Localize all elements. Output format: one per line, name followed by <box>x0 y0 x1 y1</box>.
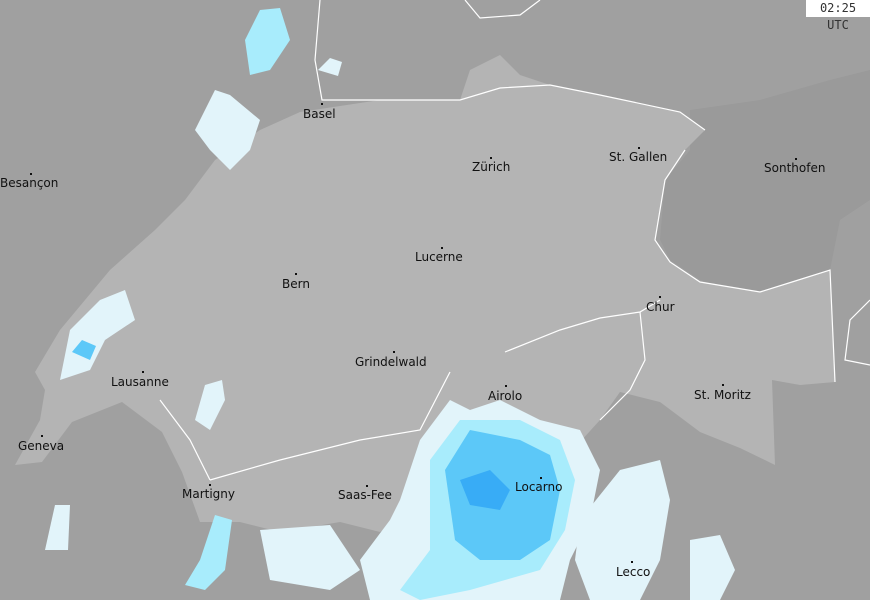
timestamp-label: 02:25 UTC <box>806 0 870 32</box>
city-basel[interactable]: Basel <box>303 103 336 121</box>
switzerland-region <box>15 55 835 540</box>
svg-text:Lucerne: Lucerne <box>415 250 463 264</box>
svg-text:Locarno: Locarno <box>515 480 562 494</box>
city-chur[interactable]: Chur <box>646 296 675 314</box>
rain-area-lausanne <box>60 290 135 380</box>
city-saas-fee[interactable]: Saas-Fee <box>338 485 392 502</box>
rain-area-southwest <box>260 525 360 590</box>
svg-text:Sonthofen: Sonthofen <box>764 161 825 175</box>
svg-text:Basel: Basel <box>303 107 336 121</box>
svg-text:St. Gallen: St. Gallen <box>609 150 667 164</box>
rain-area-black-forest <box>245 8 290 75</box>
rain-area-ticino-heavy <box>460 470 510 510</box>
rain-area-martigny <box>185 515 232 590</box>
city-bern[interactable]: Bern <box>282 273 310 291</box>
city-lucerne[interactable]: Lucerne <box>415 247 463 264</box>
city-besancon[interactable]: Besançon <box>0 173 58 190</box>
precipitation-layer <box>45 8 735 600</box>
svg-text:Besançon: Besançon <box>0 176 58 190</box>
svg-text:Bern: Bern <box>282 277 310 291</box>
city-martigny[interactable]: Martigny <box>182 484 235 501</box>
city-lausanne[interactable]: Lausanne <box>111 371 169 389</box>
rain-area-lecco <box>575 460 670 600</box>
svg-text:Airolo: Airolo <box>488 389 522 403</box>
city-lecco[interactable]: Lecco <box>616 561 650 579</box>
svg-text:Geneva: Geneva <box>18 439 64 453</box>
rain-area-lausanne-moderate <box>72 340 96 360</box>
city-geneva[interactable]: Geneva <box>18 435 64 453</box>
rain-area-southwest-edge <box>45 505 70 550</box>
city-zurich[interactable]: Zürich <box>472 157 510 174</box>
rain-area-jura <box>195 90 260 170</box>
city-locarno[interactable]: Locarno <box>515 477 562 494</box>
city-st-gallen[interactable]: St. Gallen <box>609 147 667 164</box>
rain-area-north <box>318 58 342 76</box>
svg-text:St. Moritz: St. Moritz <box>694 388 751 402</box>
city-grindelwald[interactable]: Grindelwald <box>355 351 427 369</box>
border-lines <box>159 0 870 481</box>
city-airolo[interactable]: Airolo <box>488 385 522 403</box>
svg-text:Lausanne: Lausanne <box>111 375 169 389</box>
svg-text:Martigny: Martigny <box>182 487 235 501</box>
svg-text:Chur: Chur <box>646 300 675 314</box>
austria-region <box>660 70 870 300</box>
city-st-moritz[interactable]: St. Moritz <box>694 384 751 402</box>
rain-area-east <box>690 535 735 600</box>
svg-text:Lecco: Lecco <box>616 565 650 579</box>
svg-text:Saas-Fee: Saas-Fee <box>338 488 392 502</box>
svg-text:Grindelwald: Grindelwald <box>355 355 427 369</box>
svg-text:Zürich: Zürich <box>472 160 510 174</box>
city-sonthofen[interactable]: Sonthofen <box>764 158 825 175</box>
rain-area-bernese <box>195 380 225 430</box>
